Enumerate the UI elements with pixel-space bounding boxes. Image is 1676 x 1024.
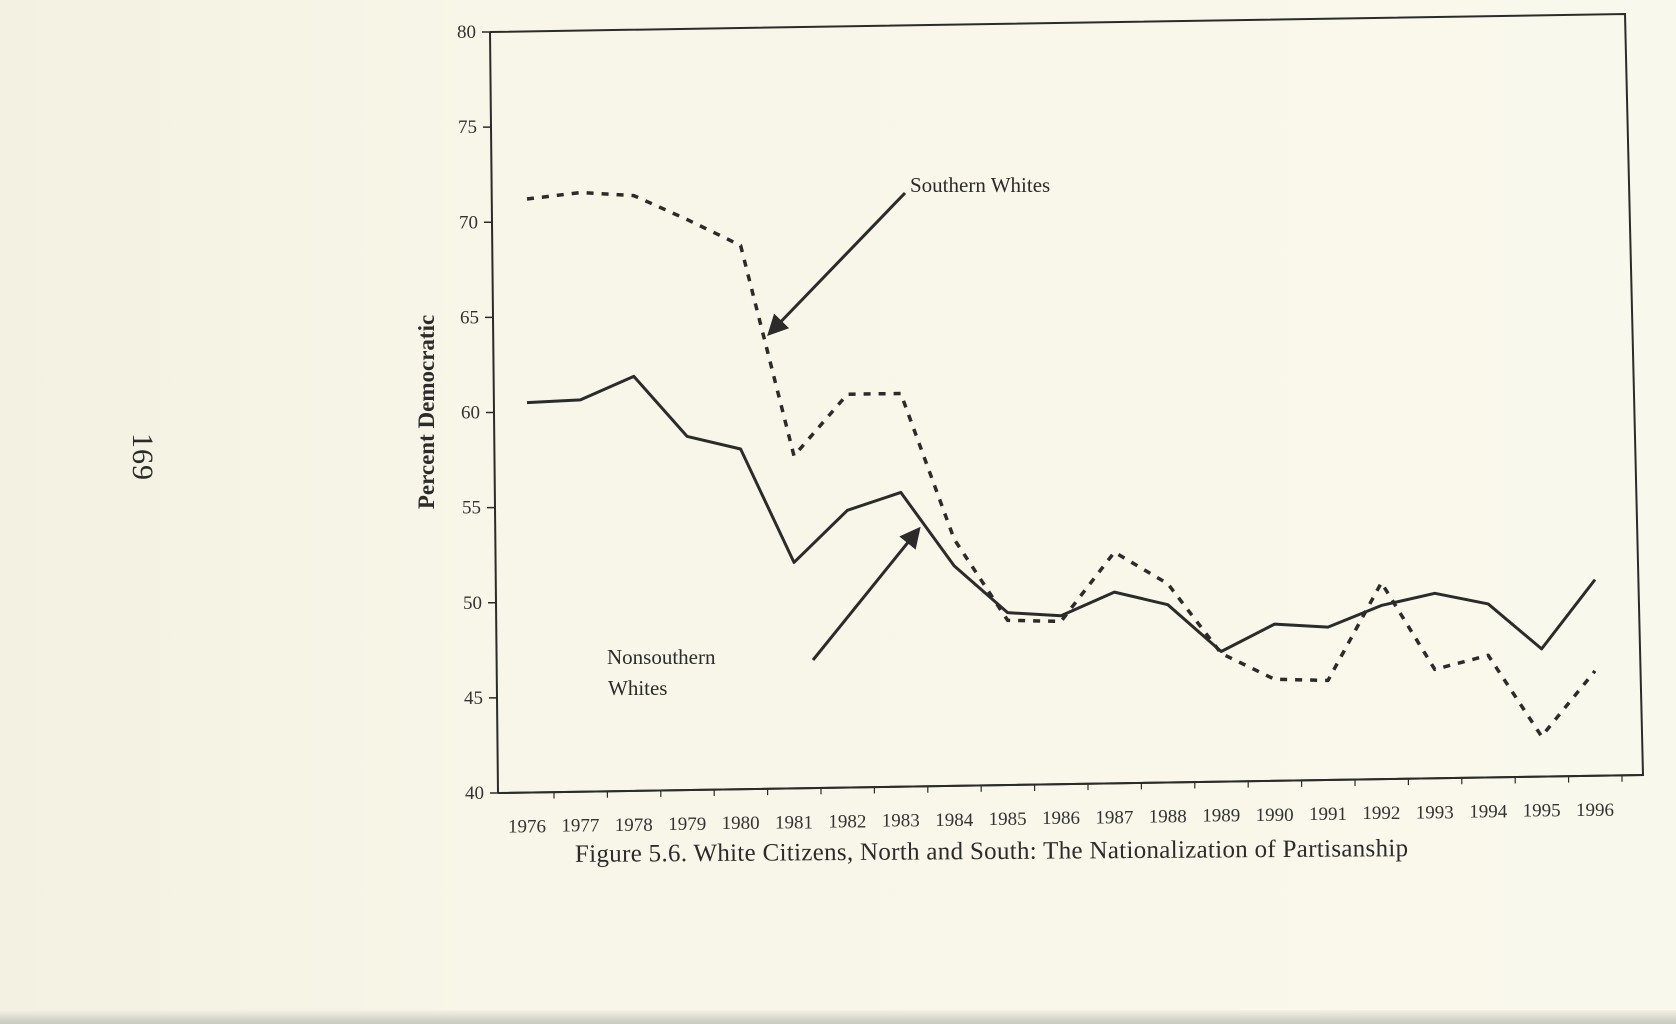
- y-tick-label: 50: [463, 593, 482, 614]
- x-tick-label: 1981: [775, 812, 813, 833]
- y-tick-label: 55: [462, 498, 481, 519]
- y-tick-label: 40: [465, 783, 484, 804]
- x-tick-label: 1979: [668, 814, 706, 835]
- nonsouthern-whites-series: [526, 374, 1597, 653]
- annotation-nonsouthern: Nonsouthern: [607, 645, 716, 669]
- x-tick-label: 1983: [882, 811, 920, 832]
- x-tick-label: 1976: [508, 817, 546, 838]
- nonsouthern-whites-arrow: [811, 526, 921, 661]
- x-tick-label: 1990: [1256, 805, 1294, 826]
- y-tick-label: 70: [459, 212, 478, 233]
- x-tick-label: 1987: [1095, 807, 1133, 828]
- southern-whites-series: [526, 190, 1597, 739]
- y-tick-label: 45: [464, 688, 483, 709]
- x-tick-label: 1977: [561, 816, 599, 837]
- x-axis-ticks: 1976 1977 1978 1979 1980 1981 1982 1983 1984 1985…: [508, 775, 1623, 838]
- y-tick-label: 75: [458, 117, 477, 138]
- x-tick-label: 1989: [1202, 806, 1240, 827]
- page-bottom-edge: [0, 1010, 1676, 1024]
- x-tick-label: 1980: [722, 813, 760, 834]
- annotation-southern-whites: Southern Whites: [910, 173, 1050, 197]
- southern-whites-arrow: [767, 191, 907, 337]
- annotation-whites: Whites: [608, 676, 667, 700]
- x-tick-label: 1982: [828, 812, 866, 833]
- x-tick-label: 1984: [935, 810, 974, 831]
- nonsouthern-whites-line: [526, 374, 1597, 653]
- x-tick-label: 1995: [1523, 801, 1561, 822]
- y-tick-label: 65: [460, 307, 479, 328]
- x-tick-label: 1988: [1149, 806, 1187, 827]
- x-tick-label: 1994: [1469, 801, 1508, 822]
- figure-caption: Figure 5.6. White Citizens, North and So…: [574, 835, 1409, 868]
- x-tick-label: 1992: [1362, 803, 1400, 824]
- x-tick-label: 1991: [1309, 804, 1347, 825]
- x-axis-line: [497, 774, 1644, 794]
- x-tick-label: 1996: [1576, 800, 1614, 821]
- southern-whites-line: [526, 190, 1597, 739]
- y-tick-label: 60: [461, 403, 480, 424]
- y-axis-label: Percent Democratic: [414, 315, 439, 509]
- series-layer: [526, 190, 1597, 739]
- y-axis-ticks: 40 45 50 55 60 65 70 75 80: [457, 22, 498, 804]
- annotation-layer: Southern Whites Nonsouthern Whites: [607, 173, 1050, 700]
- y-tick-label: 80: [457, 22, 476, 43]
- x-tick-label: 1978: [615, 815, 653, 836]
- x-tick-label: 1985: [989, 809, 1027, 830]
- x-tick-label: 1993: [1416, 802, 1454, 823]
- x-tick-label: 1986: [1042, 808, 1080, 829]
